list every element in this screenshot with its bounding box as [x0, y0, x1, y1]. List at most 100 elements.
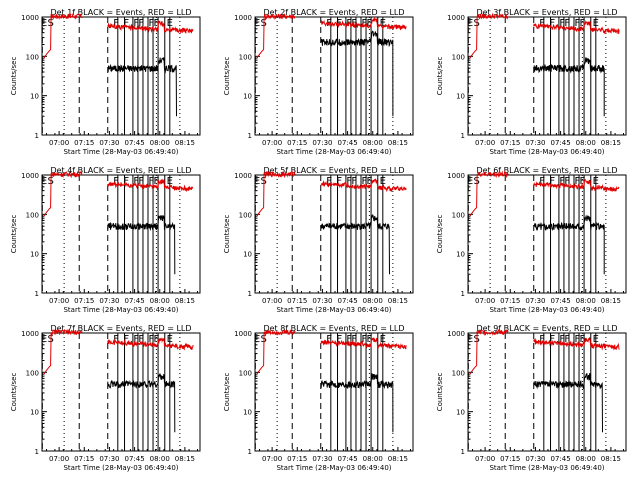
y-tick-label: 100: [239, 369, 252, 377]
events-series-line: [533, 57, 605, 117]
y-tick-label: 100: [239, 211, 252, 219]
marker-letter: F: [326, 176, 332, 187]
lld-series-line: [533, 20, 620, 35]
y-tick-label: 100: [452, 53, 465, 61]
lld-series-line: [43, 328, 83, 375]
y-axis-label: Counts/sec: [223, 215, 231, 254]
marker-letter: E: [41, 176, 47, 187]
marker-letter: E: [254, 18, 260, 29]
marker-letter: E: [467, 334, 473, 345]
marker-letter: F: [580, 18, 586, 29]
marker-letter: F: [367, 334, 373, 345]
marker-letter: F: [154, 176, 160, 187]
y-tick-label: 100: [452, 369, 465, 377]
x-tick-label: 07:00: [475, 297, 495, 305]
x-tick-label: 07:30: [312, 455, 332, 463]
detector-panel-7: Det 7f BLACK = Events, RED = LLD 1 10 100 10…: [10, 324, 201, 472]
x-axis-label: Start Time (28-May-03 06:49:40): [63, 464, 178, 472]
y-tick-label: 10: [243, 251, 252, 259]
marker-letter: F: [559, 334, 565, 345]
y-axis-label: Counts/sec: [223, 57, 231, 96]
x-tick-label: 08:00: [150, 455, 170, 463]
marker-letter: F: [559, 176, 565, 187]
marker-letter: F: [580, 176, 586, 187]
marker-letter: F: [539, 334, 545, 345]
x-tick-label: 08:15: [388, 455, 408, 463]
x-axis-label: Start Time (28-May-03 06:49:40): [63, 306, 178, 314]
x-tick-label: 07:45: [337, 139, 357, 147]
marker-letter: F: [138, 334, 144, 345]
events-series-line: [107, 214, 176, 275]
x-tick-label: 07:30: [525, 139, 545, 147]
lld-series-line: [256, 170, 296, 217]
marker-letter: E: [41, 18, 47, 29]
detector-panel-9: Det 9f BLACK = Events, RED = LLD 1 10 100 10…: [436, 324, 627, 472]
x-tick-label: 07:00: [49, 455, 69, 463]
marker-letter: F: [574, 18, 580, 29]
events-series-line: [320, 373, 394, 433]
marker-letter: F: [113, 18, 119, 29]
marker-letter: F: [123, 18, 129, 29]
x-axis-label: Start Time (28-May-03 06:49:40): [489, 464, 604, 472]
detector-panel-4: Det 4f BLACK = Events, RED = LLD 1 10 100 10…: [10, 166, 201, 314]
marker-letter: F: [138, 18, 144, 29]
x-tick-label: 07:45: [337, 297, 357, 305]
x-axis-label: Start Time (28-May-03 06:49:40): [276, 464, 391, 472]
events-series-line: [107, 57, 177, 117]
lld-series-line: [533, 336, 620, 351]
panel-title: Det 6f BLACK = Events, RED = LLD: [476, 166, 617, 175]
x-tick-label: 08:00: [576, 297, 596, 305]
marker-letter: E: [593, 176, 599, 187]
marker-letter: F: [351, 18, 357, 29]
lld-series-line: [469, 328, 509, 375]
x-axis-label: Start Time (28-May-03 06:49:40): [489, 148, 604, 156]
y-axis-label: Counts/sec: [10, 373, 18, 412]
y-tick-label: 1000: [21, 172, 39, 180]
lld-series-line: [469, 12, 509, 59]
x-tick-label: 08:00: [150, 139, 170, 147]
y-axis-label: Counts/sec: [436, 215, 444, 254]
x-tick-label: 08:15: [601, 455, 621, 463]
y-tick-label: 10: [30, 409, 39, 417]
marker-letter: F: [580, 334, 586, 345]
panel-title: Det 2f BLACK = Events, RED = LLD: [263, 8, 404, 17]
x-axis-label: Start Time (28-May-03 06:49:40): [489, 306, 604, 314]
marker-letter: F: [549, 18, 555, 29]
x-tick-label: 07:45: [550, 455, 570, 463]
y-tick-label: 100: [26, 211, 39, 219]
marker-letter: F: [361, 18, 367, 29]
y-tick-label: 1: [248, 290, 252, 298]
x-tick-label: 07:30: [312, 297, 332, 305]
y-tick-label: 1: [461, 132, 465, 140]
x-tick-label: 07:15: [74, 297, 94, 305]
x-tick-label: 07:45: [124, 297, 144, 305]
x-tick-label: 07:15: [500, 139, 520, 147]
marker-letter: E: [41, 334, 47, 345]
x-tick-label: 07:45: [124, 455, 144, 463]
lld-series-line: [320, 337, 407, 350]
marker-letter: E: [593, 334, 599, 345]
x-tick-label: 07:45: [337, 455, 357, 463]
plot-frame: [467, 16, 627, 136]
x-tick-label: 07:45: [550, 139, 570, 147]
lld-series-line: [107, 179, 194, 193]
marker-letter: F: [539, 18, 545, 29]
plot-frame: [467, 174, 627, 294]
detector-panel-5: Det 5f BLACK = Events, RED = LLD 1 10 100 10…: [223, 166, 414, 314]
marker-letter: F: [564, 176, 570, 187]
x-tick-label: 07:15: [287, 139, 307, 147]
lld-series-line: [256, 329, 296, 375]
marker-letter: E: [467, 176, 473, 187]
y-tick-label: 1: [35, 132, 39, 140]
y-tick-label: 1: [248, 448, 252, 456]
plot-frame: [254, 174, 414, 294]
x-tick-label: 07:30: [99, 455, 119, 463]
x-tick-label: 08:15: [601, 139, 621, 147]
marker-letter: F: [113, 176, 119, 187]
marker-letter: E: [254, 334, 260, 345]
y-tick-label: 100: [26, 53, 39, 61]
marker-letter: F: [564, 334, 570, 345]
marker-letter: F: [361, 334, 367, 345]
marker-letter: F: [549, 334, 555, 345]
x-tick-label: 07:15: [287, 455, 307, 463]
